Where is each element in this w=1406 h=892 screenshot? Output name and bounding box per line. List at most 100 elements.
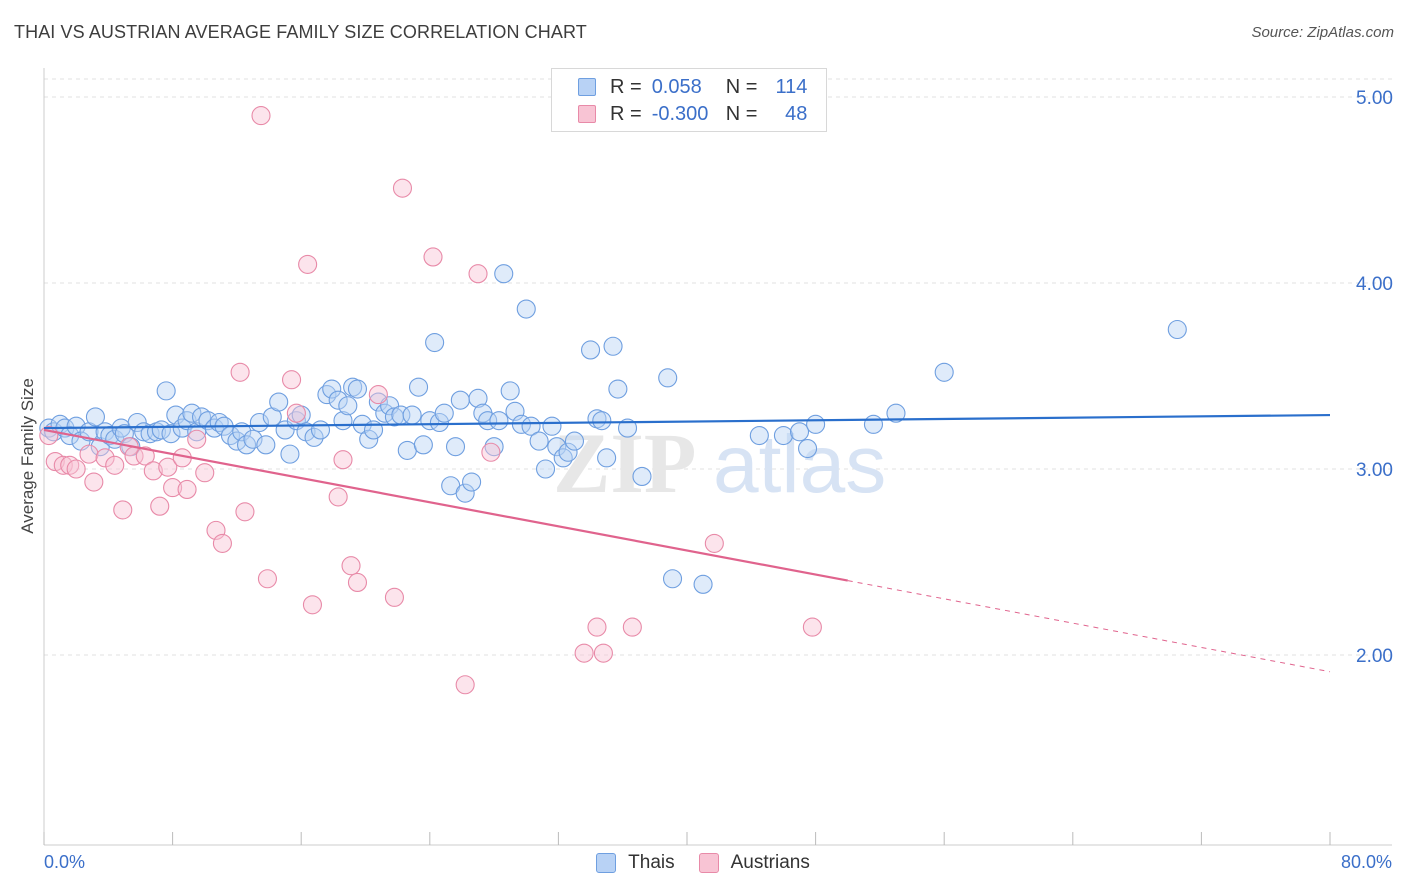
axis-layer bbox=[43, 68, 1392, 846]
austrians-point bbox=[328, 487, 348, 507]
austrians-point bbox=[341, 556, 361, 576]
austrians-r-value: -0.300 bbox=[651, 102, 709, 125]
austrians-point bbox=[302, 595, 323, 615]
watermark-atlas: atlas bbox=[713, 419, 886, 510]
thais-point bbox=[450, 390, 470, 410]
thais-point bbox=[693, 574, 713, 594]
austrians-point bbox=[368, 385, 388, 405]
thais-n-label: N = bbox=[725, 75, 758, 98]
thais-point bbox=[608, 379, 628, 399]
thais-point bbox=[347, 379, 368, 399]
thais-point bbox=[402, 405, 422, 425]
austrians-point bbox=[282, 370, 302, 390]
austrians-point bbox=[423, 247, 443, 267]
thais-point bbox=[580, 340, 601, 360]
thais-point bbox=[85, 407, 105, 427]
austrians-point bbox=[384, 587, 404, 607]
austrians-point bbox=[704, 533, 724, 553]
austrians-point bbox=[347, 572, 368, 593]
thais-point bbox=[478, 411, 498, 431]
austrians-point bbox=[177, 479, 197, 500]
thais-point bbox=[310, 420, 331, 440]
thais-point bbox=[597, 448, 617, 468]
legend-row-thais: R = 0.058 N = 114 bbox=[578, 74, 807, 100]
thais-point bbox=[592, 411, 612, 431]
austrians-point bbox=[468, 264, 488, 284]
thais-point bbox=[243, 429, 263, 449]
thais-point bbox=[564, 431, 585, 451]
thais-r-label: R = bbox=[610, 75, 642, 98]
thais-point bbox=[328, 390, 348, 410]
austrians-point bbox=[251, 106, 271, 126]
y-tick-labels: 2.00 3.00 4.00 5.00 bbox=[1356, 88, 1393, 667]
watermark-zip: ZIP bbox=[553, 415, 696, 511]
austrians-point bbox=[187, 429, 207, 449]
thais-point bbox=[806, 414, 826, 434]
thais-legend-swatch-icon bbox=[596, 853, 617, 873]
thais-point bbox=[182, 403, 202, 423]
austrians-swatch-icon bbox=[578, 105, 596, 123]
austrians-point bbox=[84, 472, 104, 492]
legend-item-austrians[interactable]: Austrians bbox=[698, 852, 810, 874]
source-label: Source: ZipAtlas.com bbox=[1251, 24, 1394, 41]
thais-point bbox=[535, 459, 556, 479]
thais-point bbox=[359, 429, 379, 449]
austrians-point bbox=[802, 617, 822, 637]
thais-point bbox=[542, 416, 562, 436]
austrians-point bbox=[105, 455, 125, 475]
austrians-point bbox=[257, 569, 277, 589]
austrians-legend-swatch-icon bbox=[698, 853, 719, 873]
austrians-point bbox=[622, 617, 642, 637]
thais-point bbox=[798, 438, 818, 459]
thais-point bbox=[156, 381, 176, 401]
thais-point bbox=[484, 437, 504, 457]
legend-item-thais[interactable]: Thais bbox=[596, 852, 675, 874]
thais-point bbox=[322, 379, 342, 399]
austrians-legend-label: Austrians bbox=[730, 852, 810, 873]
thais-trend-line bbox=[43, 413, 1331, 430]
austrians-point bbox=[574, 643, 594, 663]
thais-point bbox=[773, 425, 794, 446]
y-tick-label: 5.00 bbox=[1356, 88, 1393, 109]
thais-point bbox=[529, 431, 549, 451]
austrians-point bbox=[113, 500, 133, 520]
x-tick-label-max: 80.0% bbox=[1340, 852, 1392, 872]
thais-point bbox=[603, 336, 623, 356]
austrians-point bbox=[53, 455, 73, 475]
austrians-n-value: 48 bbox=[785, 102, 808, 125]
thais-point bbox=[516, 299, 536, 319]
thais-point bbox=[425, 332, 445, 353]
austrians-point bbox=[286, 403, 306, 423]
thais-n-value: 114 bbox=[775, 75, 808, 98]
thais-point bbox=[749, 425, 769, 446]
stats-legend: R = 0.058 N = 114 R = -0.300 N = 48 bbox=[551, 68, 827, 132]
thais-point bbox=[161, 424, 181, 444]
thais-point bbox=[662, 569, 683, 589]
thais-swatch-icon bbox=[578, 78, 596, 96]
austrians-point bbox=[333, 450, 353, 470]
austrians-point bbox=[455, 675, 475, 695]
thais-point bbox=[429, 412, 449, 433]
thais-point bbox=[397, 440, 417, 460]
trend-layer bbox=[43, 413, 1331, 673]
thais-r-value: 0.058 bbox=[651, 75, 702, 98]
thais-point bbox=[256, 435, 276, 455]
thais-point bbox=[886, 403, 906, 423]
austrians-trend-line bbox=[43, 428, 848, 582]
austrians-point bbox=[230, 362, 250, 382]
austrians-point bbox=[60, 455, 80, 475]
thais-point bbox=[489, 411, 509, 431]
austrians-point bbox=[163, 478, 183, 498]
points-layer bbox=[39, 106, 1187, 695]
y-tick-label: 2.00 bbox=[1356, 646, 1393, 667]
series-legend: Thais Austrians bbox=[0, 852, 1406, 874]
thais-point bbox=[140, 424, 160, 444]
thais-point bbox=[558, 442, 578, 462]
thais-point bbox=[934, 362, 954, 382]
austrians-point bbox=[392, 178, 413, 198]
thais-point bbox=[269, 392, 289, 412]
legend-row-austrians: R = -0.300 N = 48 bbox=[578, 101, 807, 127]
austrians-point bbox=[135, 446, 155, 466]
thais-point bbox=[632, 466, 652, 486]
austrians-n-label: N = bbox=[725, 102, 758, 125]
